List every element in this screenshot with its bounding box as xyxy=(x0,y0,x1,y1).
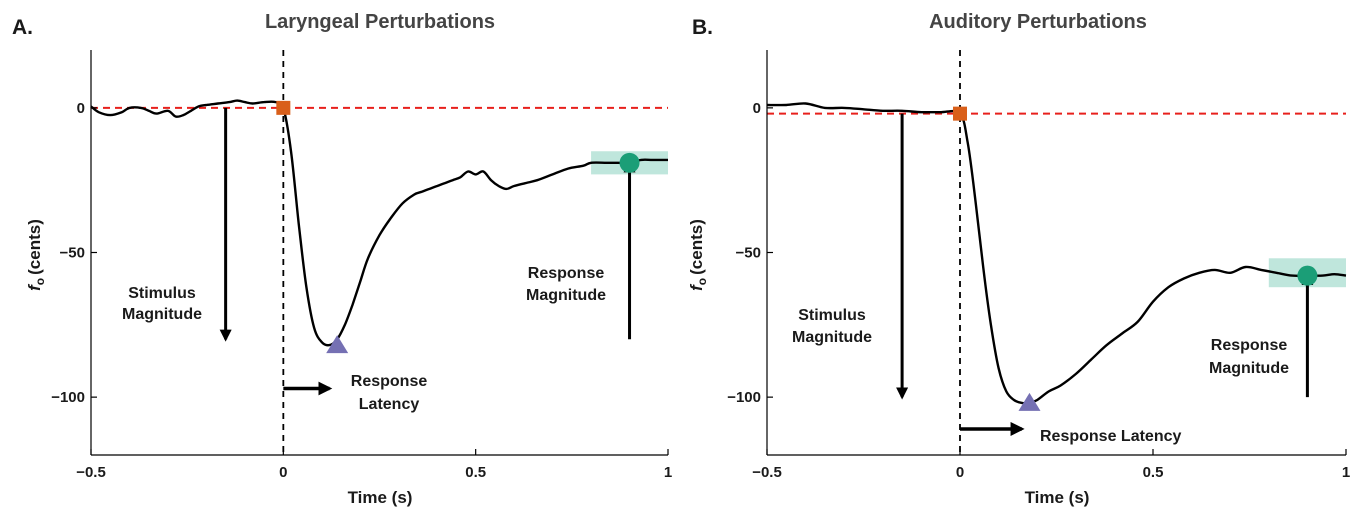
panel-b-response-label-2: Magnitude xyxy=(1209,360,1289,377)
panel-a-plot-area xyxy=(90,50,668,455)
panel-a-y-ticks: 0 −50 −100 xyxy=(51,100,97,406)
panel-a-y-label-unit: (cents) xyxy=(25,219,44,275)
panel-b-letter: B. xyxy=(692,16,713,39)
y-tick-label: 0 xyxy=(753,100,761,117)
x-tick-label: 0 xyxy=(279,464,287,481)
panel-b-y-label: fo (cents) xyxy=(687,219,709,291)
panel-a-response-label-2: Magnitude xyxy=(526,287,606,304)
panel-b-y-label-f: f xyxy=(687,283,706,291)
y-tick-label: −100 xyxy=(51,389,85,406)
panel-a-y-label: fo (cents) xyxy=(25,219,47,291)
x-tick-label: 1 xyxy=(1342,464,1350,481)
panel-b-x-label: Time (s) xyxy=(1025,488,1090,507)
panel-a-x-label: Time (s) xyxy=(348,488,413,507)
panel-b-stimulus-label-1: Stimulus xyxy=(798,307,866,324)
panel-b-trace xyxy=(766,102,1347,405)
y-tick-label: −100 xyxy=(727,389,761,406)
panel-b-title: Auditory Perturbations xyxy=(929,11,1147,33)
panel-b-stimulus-label-2: Magnitude xyxy=(792,329,872,346)
x-tick-label: −0.5 xyxy=(76,464,106,481)
x-tick-label: 0 xyxy=(956,464,964,481)
panel-b-y-ticks: 0 −50 −100 xyxy=(727,100,773,406)
panel-a-response-label-1: Response xyxy=(528,265,605,282)
panel-b-response-label-1: Response xyxy=(1211,337,1288,354)
panel-a-response-marker xyxy=(619,152,640,173)
panel-b-x-ticks: −0.5 0 0.5 1 xyxy=(752,449,1350,481)
y-tick-label: −50 xyxy=(736,245,761,262)
panel-b-response-marker xyxy=(1297,265,1318,286)
panel-b-peak-marker xyxy=(1018,392,1041,411)
y-tick-label: −50 xyxy=(60,245,85,262)
panel-a-peak-marker xyxy=(326,335,349,354)
panel-a-trace xyxy=(90,99,668,347)
panel-a-stimulus-label-2: Magnitude xyxy=(122,306,202,323)
panel-a-stimulus-label-1: Stimulus xyxy=(128,285,196,302)
panel-b-latency-label-1: Response Latency xyxy=(1040,428,1181,445)
panel-a-x-ticks: −0.5 0 0.5 1 xyxy=(76,449,672,481)
panel-b-y-label-unit: (cents) xyxy=(687,219,706,275)
panel-b-plot-area xyxy=(766,50,1347,455)
x-tick-label: 1 xyxy=(664,464,672,481)
panel-a-y-label-sub: o xyxy=(33,278,47,285)
panel-a-onset-marker xyxy=(276,100,291,115)
y-tick-label: 0 xyxy=(77,100,85,117)
panel-a-letter: A. xyxy=(12,16,33,39)
panel-b-onset-marker xyxy=(953,106,967,121)
panel-a: A. Laryngeal Perturbations −0.5 0 0.5 1 0 −5… xyxy=(12,11,672,507)
x-tick-label: 0.5 xyxy=(465,464,486,481)
panel-a-latency-label-2: Latency xyxy=(359,396,420,413)
panel-a-title: Laryngeal Perturbations xyxy=(265,11,495,33)
panel-a-y-label-f: f xyxy=(25,283,44,291)
x-tick-label: −0.5 xyxy=(752,464,782,481)
x-tick-label: 0.5 xyxy=(1143,464,1164,481)
panel-b-y-label-sub: o xyxy=(695,278,709,285)
panel-b: B. Auditory Perturbations −0.5 0 0.5 1 0 −50… xyxy=(687,11,1350,507)
panel-a-latency-label-1: Response xyxy=(351,373,428,390)
